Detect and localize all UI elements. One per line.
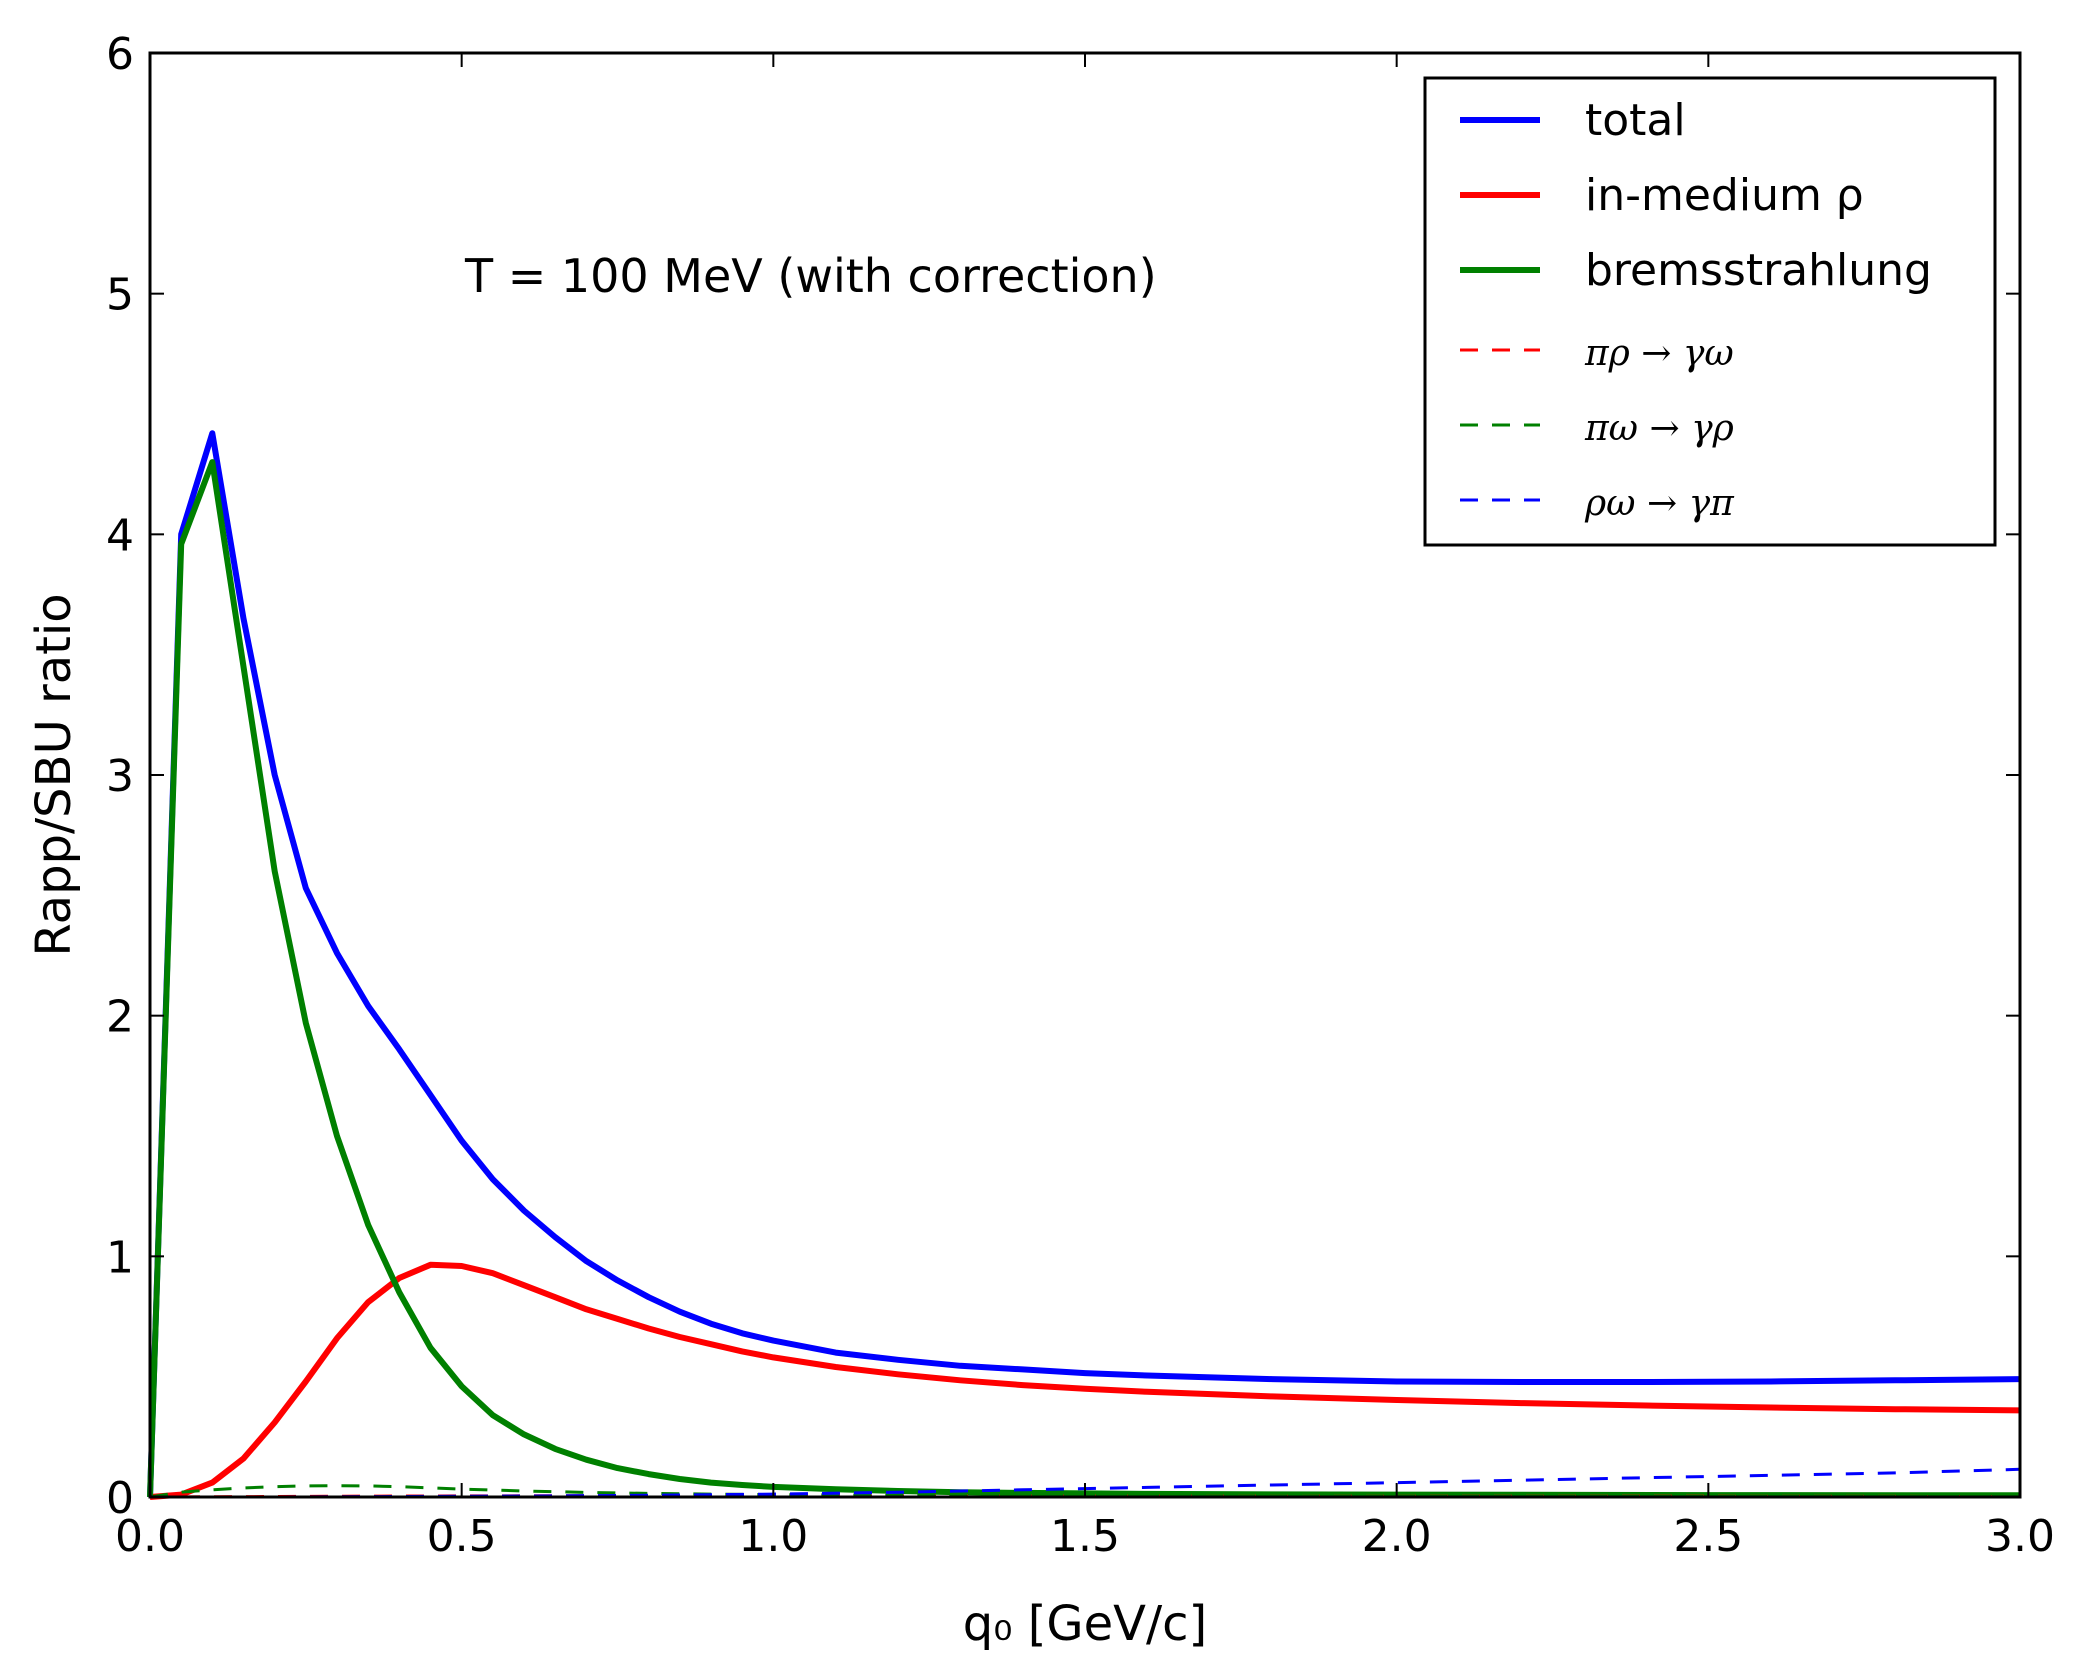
x-axis-label: q₀ [GeV/c] [963,1596,1208,1652]
x-tick-label: 2.0 [1362,1511,1432,1562]
legend-label-3: πρ → γω [1584,333,1734,374]
x-tick-label: 1.0 [738,1511,808,1562]
y-tick-label: 6 [106,29,134,80]
annotation-text: T = 100 MeV (with correction) [464,249,1157,303]
series-line-0 [147,430,2021,1498]
y-tick-label: 0 [106,1473,134,1524]
legend-label-1: in-medium ρ [1585,170,1864,221]
y-tick-label: 1 [106,1232,134,1283]
legend-label-2: bremsstrahlung [1585,245,1932,296]
legend-label-0: total [1585,95,1686,146]
x-tick-label: 2.5 [1673,1511,1743,1562]
legend-label-5: ρω → γπ [1584,483,1735,524]
x-tick-label: 3.0 [1985,1511,2055,1562]
y-tick-label: 5 [106,270,134,321]
y-tick-label: 3 [106,751,134,802]
y-axis-label: Rapp/SBU ratio [26,593,82,956]
legend-label-4: πω → γρ [1584,408,1734,449]
legend-box [1423,76,1997,547]
y-tick-label: 4 [106,510,134,561]
series-line-1 [149,1261,2021,1500]
x-tick-label: 1.5 [1050,1511,1120,1562]
axis-ticks: 0.0 0.5 1.0 1.5 2.0 2.5 3.0 0 1 2 3 4 5 6 [106,29,2055,1562]
legend: total in-medium ρ bremsstrahlung πρ → γω πω … [1423,76,1997,547]
x-tick-label: 0.5 [427,1511,497,1562]
y-tick-label: 2 [106,992,134,1043]
x-tick-label: 0.0 [115,1511,185,1562]
